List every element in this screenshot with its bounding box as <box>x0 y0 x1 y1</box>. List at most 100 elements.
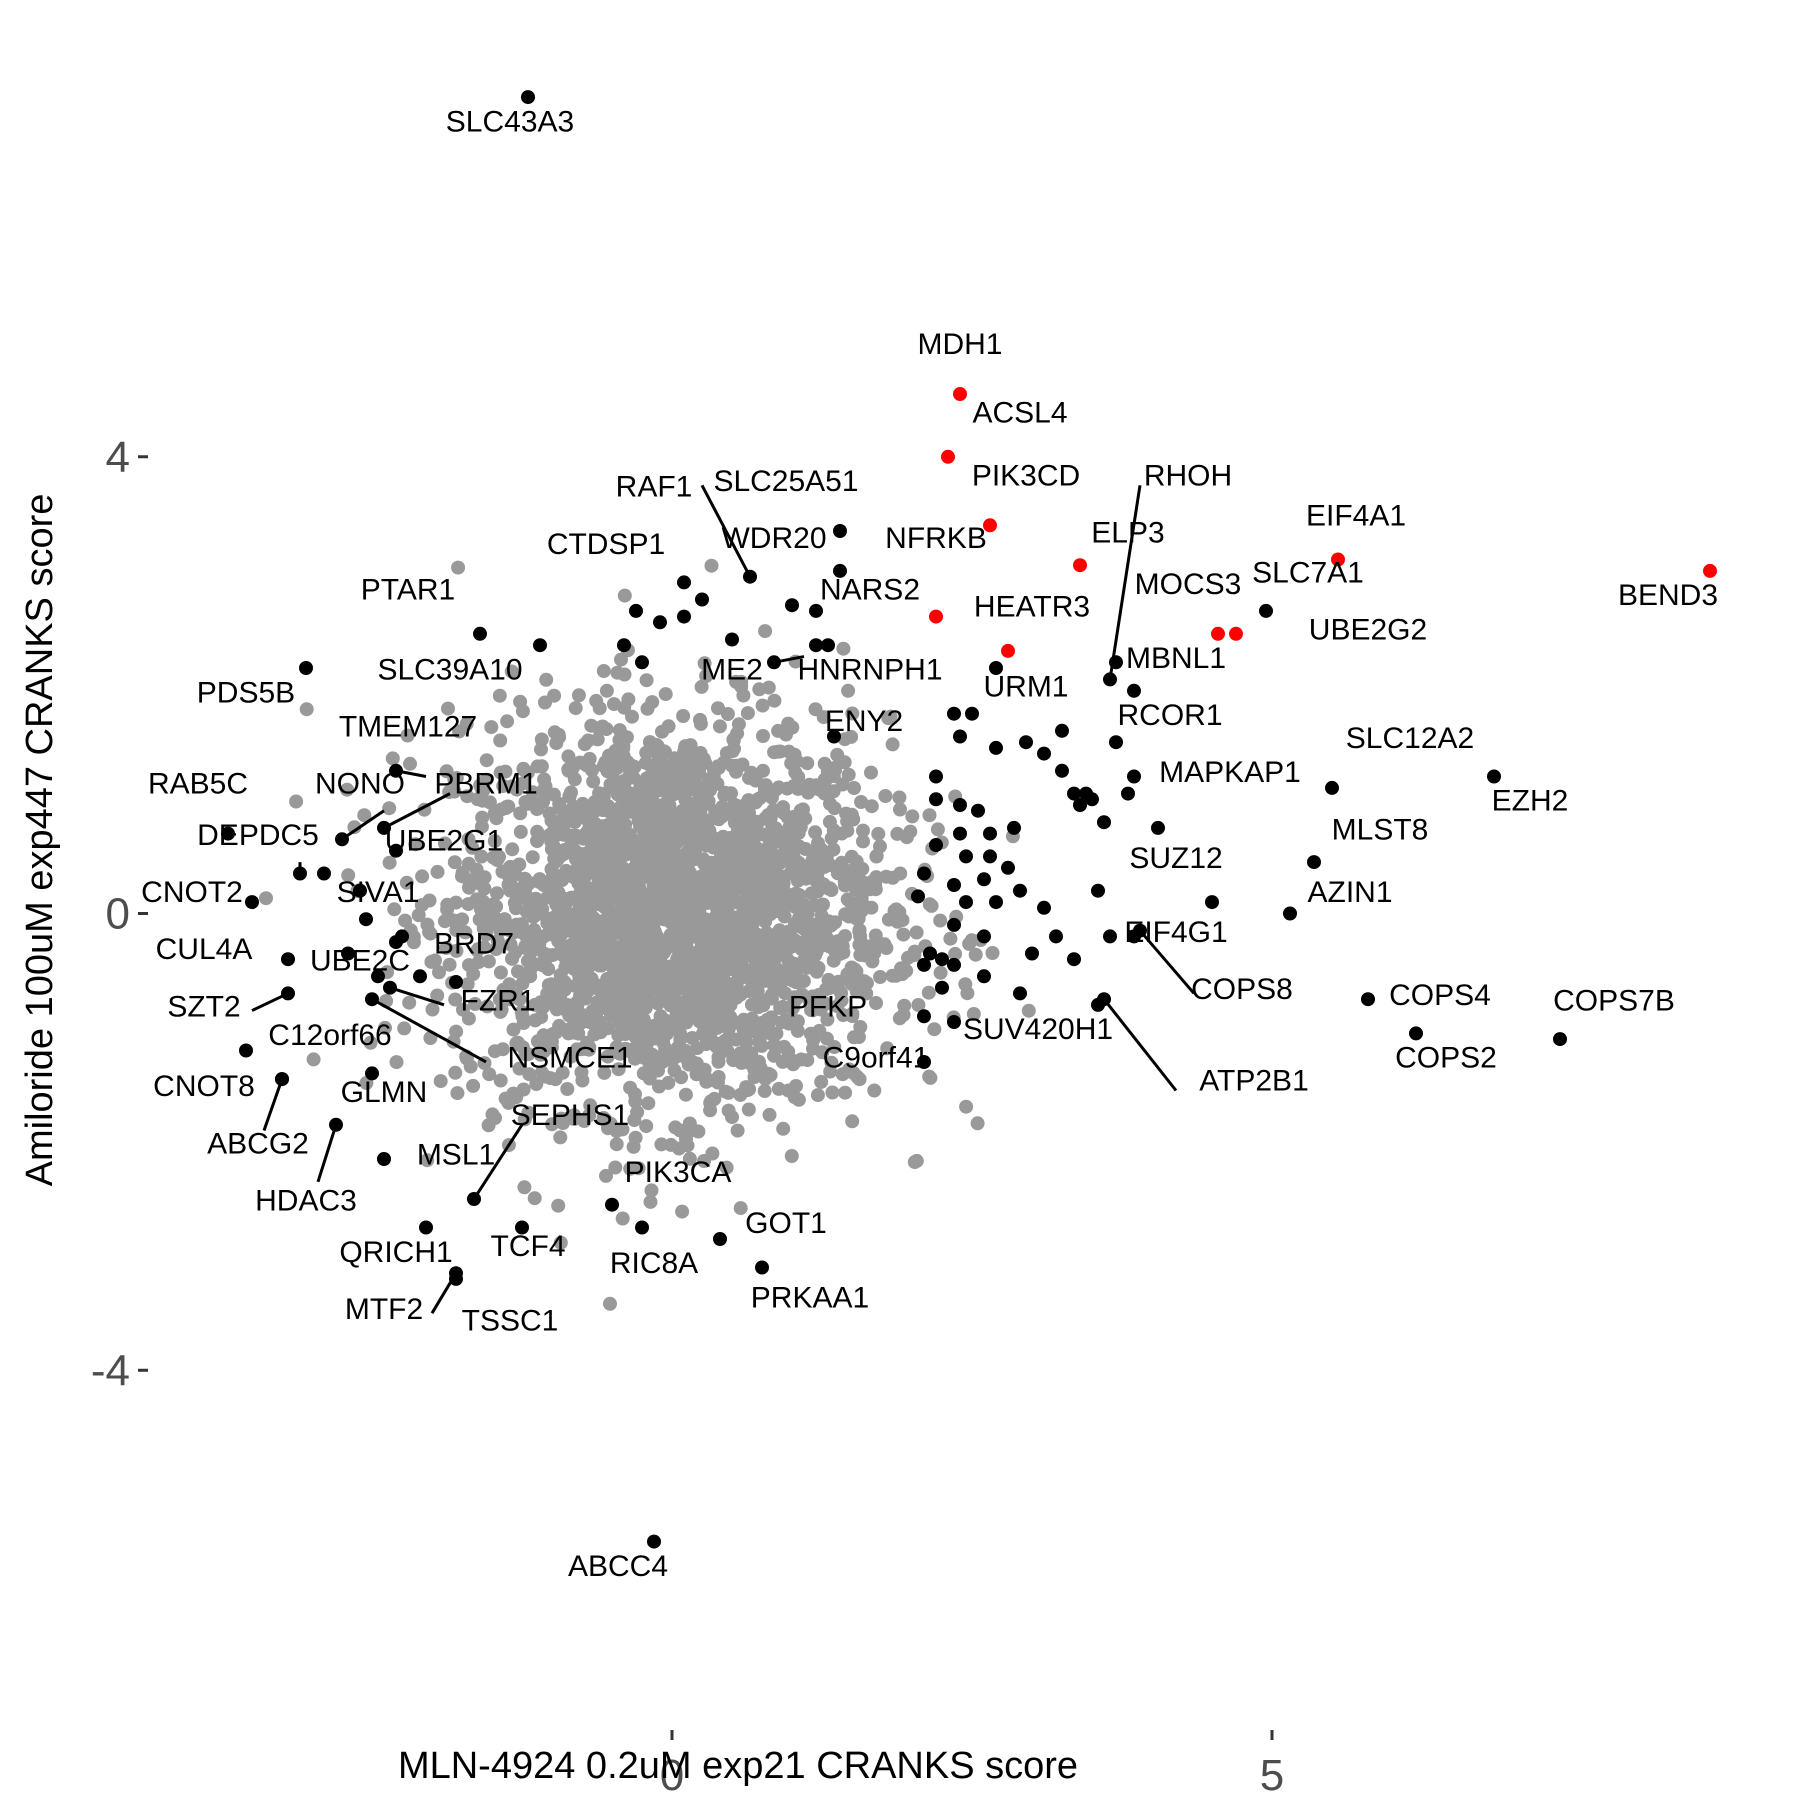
bulk-point <box>727 741 741 756</box>
bulk-point <box>479 772 494 787</box>
bulk-point <box>474 819 489 834</box>
bulk-point <box>614 652 628 667</box>
bulk-point <box>644 1183 659 1198</box>
bulk-point <box>699 989 714 1004</box>
bulk-point <box>289 794 304 809</box>
y-tick-label: 0 <box>106 890 130 939</box>
bulk-point <box>704 558 719 573</box>
point-slc12a2 <box>1325 780 1339 795</box>
bulk-point <box>834 865 848 880</box>
bulk-point <box>639 939 654 954</box>
bulk-point <box>468 997 482 1011</box>
bulk-point <box>671 882 686 897</box>
bulk-point <box>621 692 636 707</box>
label-pik3ca: PIK3CA <box>625 1156 732 1189</box>
bulk-point <box>664 1137 678 1152</box>
label-eif4a1: EIF4A1 <box>1306 499 1406 532</box>
bulk-point <box>582 1042 596 1057</box>
bulk-point <box>609 1124 624 1138</box>
bulk-point <box>764 987 779 1002</box>
point-cul4a <box>281 952 295 967</box>
bulk-point <box>787 1090 802 1105</box>
bulk-point <box>740 1083 755 1097</box>
bulk-point <box>556 1001 571 1016</box>
bulk-point <box>895 913 910 928</box>
significant-point <box>653 615 667 630</box>
bulk-point <box>449 771 464 785</box>
bulk-point <box>462 880 476 895</box>
bulk-point <box>433 1074 448 1089</box>
significant-point <box>677 609 691 624</box>
bulk-point <box>795 860 810 875</box>
bulk-point <box>402 995 417 1010</box>
point-bend3 <box>1703 563 1717 578</box>
bulk-point <box>959 1099 974 1114</box>
bulk-point <box>711 1054 726 1069</box>
label-ube2c: UBE2C <box>310 945 410 978</box>
bulk-point <box>924 898 939 913</box>
bulk-point <box>516 1016 531 1030</box>
significant-point <box>989 895 1003 910</box>
bulk-point <box>593 1025 608 1040</box>
bulk-point <box>761 680 776 695</box>
bulk-point <box>638 755 653 770</box>
bulk-point <box>639 673 654 688</box>
significant-point <box>989 740 1003 755</box>
point-depdc5 <box>293 866 307 881</box>
bulk-point <box>893 866 908 881</box>
bulk-point <box>822 814 837 829</box>
bulk-point <box>637 1014 652 1029</box>
point-hnrnph1 <box>809 638 823 653</box>
bulk-point <box>599 683 614 698</box>
bulk-point <box>630 1105 645 1120</box>
bulk-point <box>943 931 958 946</box>
bulk-point <box>709 907 724 922</box>
bulk-point <box>482 1067 497 1082</box>
bulk-point <box>577 1114 592 1128</box>
bulk-point <box>682 1151 697 1166</box>
bulk-point <box>824 831 839 846</box>
bulk-point <box>758 1071 773 1086</box>
bulk-point <box>477 940 492 955</box>
significant-point <box>1091 997 1105 1012</box>
bulk-point <box>603 851 618 866</box>
bulk-point <box>447 784 462 799</box>
bulk-point <box>854 935 868 949</box>
bulk-point <box>408 837 423 852</box>
bulk-point <box>551 1198 566 1213</box>
point-siva1 <box>359 912 373 927</box>
bulk-point <box>684 926 699 940</box>
significant-point <box>1019 735 1033 750</box>
bulk-point <box>786 995 801 1010</box>
bulk-point <box>517 1112 532 1127</box>
bulk-point <box>463 1059 478 1074</box>
bulk-point <box>826 842 841 857</box>
bulk-point <box>738 970 753 984</box>
bulk-point <box>845 706 860 721</box>
bulk-point <box>363 1035 378 1050</box>
leader-line <box>389 986 445 1007</box>
bulk-point <box>583 956 598 971</box>
bulk-point <box>755 966 770 981</box>
bulk-point <box>675 1204 690 1219</box>
bulk-point <box>619 730 634 745</box>
bulk-point <box>765 828 779 843</box>
bulk-point <box>382 855 397 870</box>
bulk-point <box>608 997 622 1012</box>
bulk-point <box>661 1075 676 1090</box>
bulk-point <box>569 1042 584 1057</box>
bulk-point <box>577 737 592 752</box>
bulk-point <box>694 679 709 694</box>
label-glmn: GLMN <box>341 1076 428 1109</box>
bulk-point <box>752 939 767 954</box>
label-brd7: BRD7 <box>434 928 514 961</box>
bulk-point <box>553 1235 568 1250</box>
bulk-point <box>948 946 963 961</box>
bulk-point <box>736 688 751 703</box>
bulk-point <box>397 1021 412 1036</box>
bulk-point <box>841 683 856 698</box>
bulk-point <box>775 1054 790 1069</box>
bulk-point <box>823 1064 838 1079</box>
bulk-point <box>766 942 781 957</box>
